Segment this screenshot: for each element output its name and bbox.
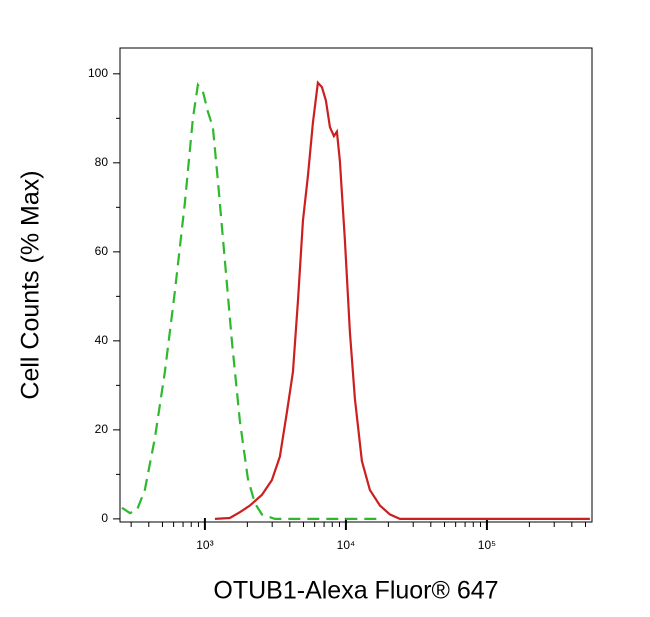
- y-tick-label: 80: [95, 155, 109, 169]
- y-axis-label: Cell Counts (% Max): [17, 170, 45, 399]
- y-tick-label: 100: [88, 66, 108, 80]
- y-tick-label: 0: [101, 511, 108, 525]
- series-line: [121, 82, 380, 520]
- x-tick-label: 10⁴: [337, 538, 356, 552]
- y-tick-label: 60: [95, 244, 109, 258]
- y-tick-label: 40: [95, 333, 109, 347]
- y-tick-label: 20: [95, 422, 109, 436]
- x-tick-label: 10³: [196, 538, 213, 552]
- plot-frame: [119, 47, 593, 523]
- series-line: [214, 80, 590, 520]
- x-tick-label: 10⁵: [478, 538, 496, 552]
- x-axis-label: OTUB1-Alexa Fluor® 647: [213, 577, 498, 605]
